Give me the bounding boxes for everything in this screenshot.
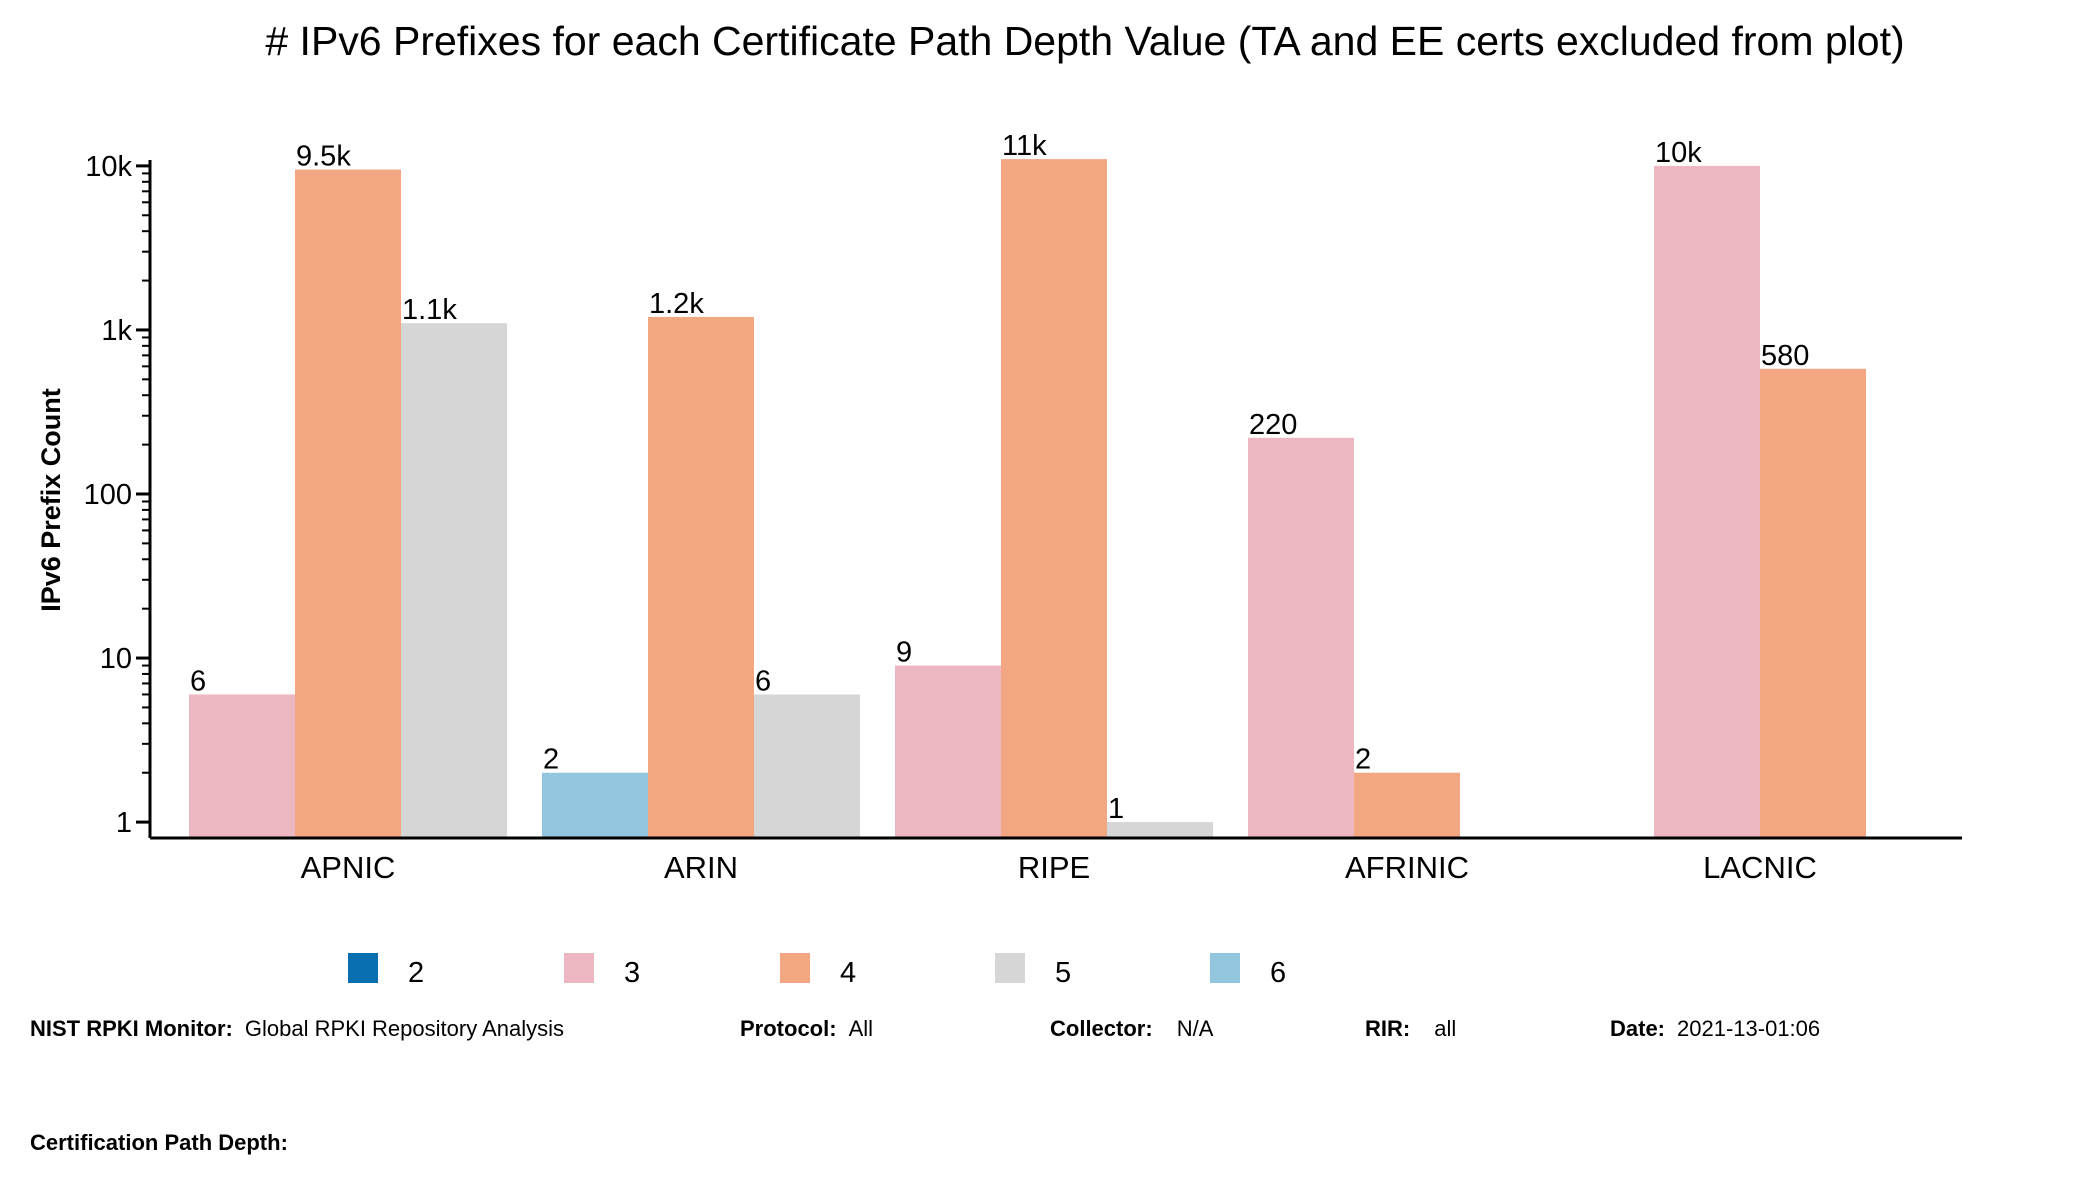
footer-date-value: 2021-13-01:06 <box>1677 1016 1821 1041</box>
legend-swatch-depth-3 <box>564 953 594 983</box>
footer-protocol: Protocol: All <box>740 1016 873 1042</box>
footer-monitor-value: Global RPKI Repository Analysis <box>244 1016 565 1041</box>
x-tick-label-lacnic: LACNIC <box>1703 850 1817 885</box>
legend-swatch-depth-2 <box>348 953 378 983</box>
axes-layer: 1 10 100 1k 10k APNIC ARIN RIPE AFRINIC LACNIC IPv… <box>36 151 1962 885</box>
footer-collector-value: N/A <box>1176 1016 1214 1041</box>
x-tick-label-apnic: APNIC <box>301 850 396 885</box>
footer-monitor-label: NIST RPKI Monitor: <box>30 1016 233 1041</box>
bar-arin-depth-5 <box>754 694 860 838</box>
footer-protocol-label: Protocol: <box>740 1016 837 1041</box>
bar-ripe-depth-3 <box>895 665 1001 838</box>
data-label-arin-depth-4: 1.2k <box>649 288 704 320</box>
data-label-afrinic-depth-3: 220 <box>1249 409 1297 441</box>
footer-rir-label: RIR: <box>1365 1016 1411 1041</box>
data-label-lacnic-depth-4: 580 <box>1761 340 1809 372</box>
legend-label-depth-4: 4 <box>840 957 856 989</box>
bar-apnic-depth-5 <box>401 323 507 838</box>
bar-ripe-depth-4 <box>1001 159 1107 838</box>
y-tick-label-100: 100 <box>84 479 132 511</box>
footer-depth-label: Certification Path Depth: <box>30 1130 288 1155</box>
bar-afrinic-depth-3 <box>1248 437 1354 838</box>
data-label-lacnic-depth-3: 10k <box>1655 137 1702 169</box>
legend-swatch-depth-6 <box>1210 953 1240 983</box>
bar-ripe-depth-5 <box>1107 822 1213 838</box>
y-axis-title: IPv6 Prefix Count <box>36 388 66 612</box>
legend-label-depth-3: 3 <box>624 957 640 989</box>
bars-layer <box>189 159 1866 839</box>
data-label-ripe-depth-5: 1 <box>1108 793 1124 825</box>
data-label-apnic-depth-5: 1.1k <box>402 294 457 326</box>
footer-protocol-value: All <box>848 1016 874 1041</box>
legend-label-depth-6: 6 <box>1270 957 1286 989</box>
footer-date-label: Date: <box>1610 1016 1666 1041</box>
data-label-ripe-depth-3: 9 <box>896 637 912 669</box>
footer-date: Date: 2021-13-01:06 <box>1610 1016 1820 1042</box>
data-label-ripe-depth-4: 11k <box>1002 130 1047 162</box>
x-tick-label-ripe: RIPE <box>1018 850 1090 885</box>
footer-depth: Certification Path Depth: <box>30 1130 300 1156</box>
footer-monitor: NIST RPKI Monitor: Global RPKI Repository… <box>30 1016 564 1042</box>
bar-arin-depth-6 <box>542 772 648 838</box>
legend-swatch-depth-5 <box>995 953 1025 983</box>
data-label-arin-depth-5: 6 <box>755 665 771 697</box>
data-label-arin-depth-6: 2 <box>543 744 559 776</box>
legend: 2 3 4 5 6 <box>348 953 1286 989</box>
footer-collector-label: Collector: <box>1050 1016 1153 1041</box>
footer-rir-value: all <box>1434 1016 1457 1041</box>
legend-label-depth-2: 2 <box>408 957 424 989</box>
x-tick-label-arin: ARIN <box>664 850 738 885</box>
bar-afrinic-depth-4 <box>1354 772 1460 838</box>
legend-label-depth-5: 5 <box>1055 957 1071 989</box>
data-label-apnic-depth-4: 9.5k <box>296 141 351 173</box>
bar-apnic-depth-3 <box>189 694 295 838</box>
chart-title: # IPv6 Prefixes for each Certificate Pat… <box>265 18 1905 64</box>
bar-lacnic-depth-3 <box>1654 165 1760 838</box>
legend-swatch-depth-4 <box>780 953 810 983</box>
y-tick-label-10k: 10k <box>85 151 132 183</box>
footer-rir: RIR: all <box>1365 1016 1456 1042</box>
bar-arin-depth-4 <box>648 316 754 838</box>
y-tick-label-1k: 1k <box>101 315 132 347</box>
y-tick-label-1: 1 <box>116 807 132 839</box>
data-label-apnic-depth-3: 6 <box>190 665 206 697</box>
bar-lacnic-depth-4 <box>1760 368 1866 838</box>
footer-collector: Collector: N/A <box>1050 1016 1213 1042</box>
bar-apnic-depth-4 <box>295 169 401 839</box>
data-labels-layer: 6 9.5k 1.1k 2 1.2k 6 9 11k 1 220 2 10k 580 <box>190 130 1809 825</box>
y-tick-label-10: 10 <box>100 643 132 675</box>
x-tick-label-afrinic: AFRINIC <box>1345 850 1469 885</box>
data-label-afrinic-depth-4: 2 <box>1355 744 1371 776</box>
